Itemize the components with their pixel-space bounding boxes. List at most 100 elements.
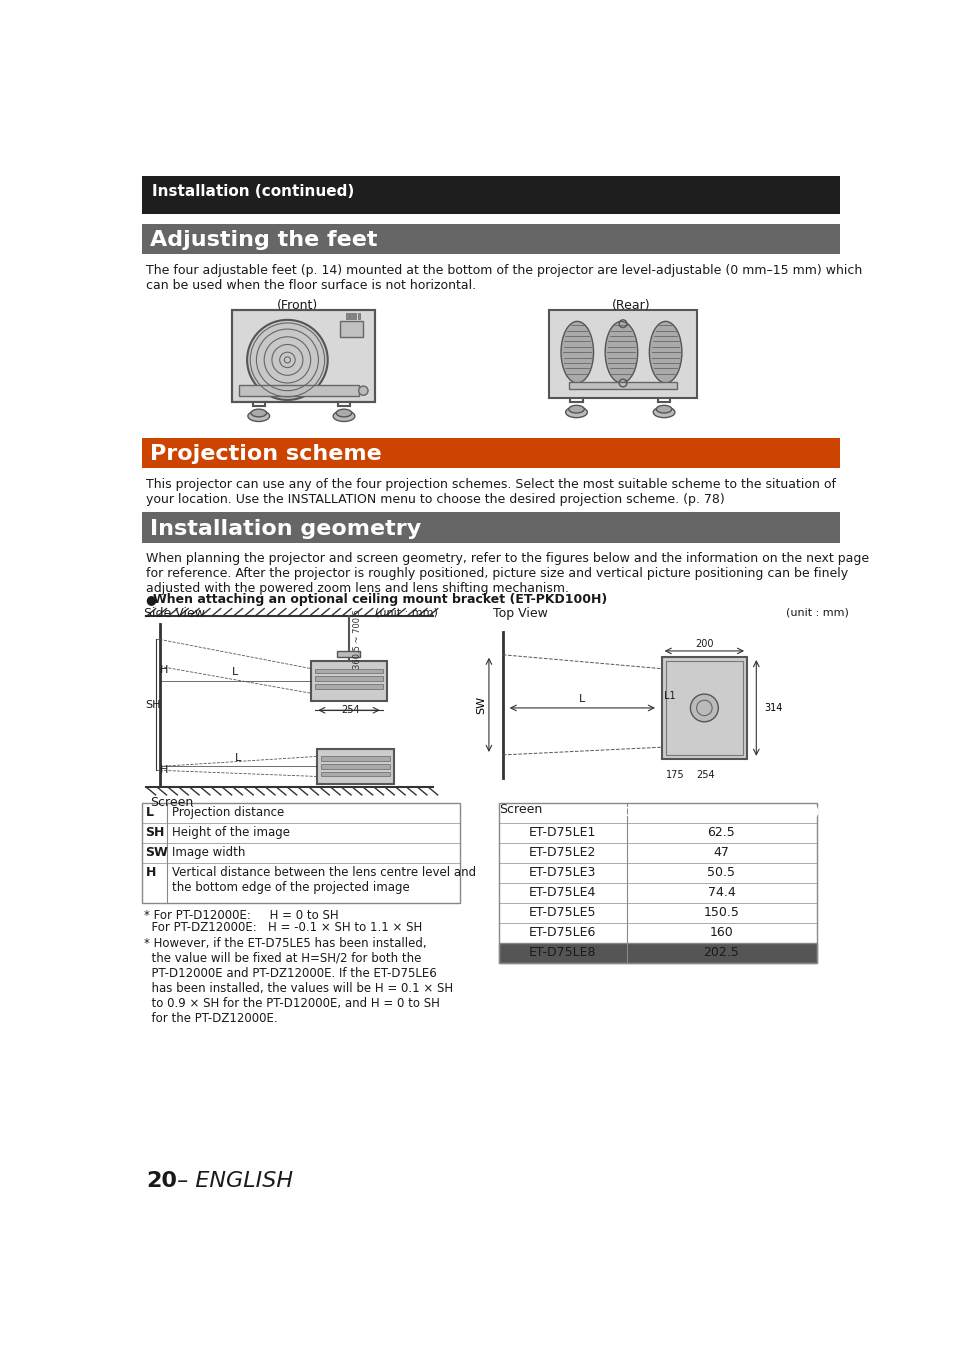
Text: L1: L1 — [663, 691, 675, 701]
Bar — [239, 385, 359, 396]
Ellipse shape — [560, 321, 593, 383]
Text: SW: SW — [146, 845, 168, 859]
Text: (Rear): (Rear) — [611, 300, 649, 312]
Bar — [142, 176, 840, 215]
Bar — [665, 662, 742, 755]
Ellipse shape — [248, 410, 270, 421]
Text: When planning the projector and screen geometry, refer to the figures below and : When planning the projector and screen g… — [146, 552, 868, 595]
Bar — [232, 310, 375, 402]
Bar — [142, 224, 840, 254]
Bar — [142, 437, 840, 468]
Text: 74.4: 74.4 — [707, 886, 735, 899]
Text: (unit : mm): (unit : mm) — [785, 608, 848, 617]
Text: 47: 47 — [713, 845, 729, 859]
Text: 50.5: 50.5 — [707, 865, 735, 879]
Text: H: H — [159, 765, 168, 775]
Text: 202.5: 202.5 — [702, 946, 739, 958]
Text: ET-D75LE6: ET-D75LE6 — [528, 926, 596, 938]
Text: (unit : mm): (unit : mm) — [375, 608, 437, 617]
Bar — [315, 668, 382, 674]
Text: 360.5 ~ 700.5: 360.5 ~ 700.5 — [353, 609, 361, 668]
Text: 254: 254 — [696, 771, 715, 780]
Bar — [498, 942, 816, 963]
Bar — [354, 313, 356, 319]
Text: H: H — [146, 865, 155, 879]
Bar — [357, 313, 360, 319]
Text: Installation geometry: Installation geometry — [150, 518, 421, 539]
Text: Top View: Top View — [493, 608, 547, 620]
Text: 160: 160 — [709, 926, 733, 938]
Bar — [315, 676, 382, 680]
Text: ●: ● — [146, 593, 161, 606]
Text: Vertical distance between the lens centre level and
the bottom edge of the proje: Vertical distance between the lens centr… — [172, 865, 476, 894]
Text: The four adjustable feet (p. 14) mounted at the bottom of the projector are leve: The four adjustable feet (p. 14) mounted… — [146, 263, 862, 292]
Text: Side View: Side View — [144, 608, 205, 620]
Ellipse shape — [565, 406, 587, 417]
Circle shape — [690, 694, 718, 722]
Bar — [320, 756, 390, 761]
Text: Image width: Image width — [172, 845, 245, 859]
Text: When attaching an optional ceiling mount bracket (ET-PKD100H): When attaching an optional ceiling mount… — [153, 593, 607, 606]
Bar — [346, 313, 348, 319]
Text: ET-D75LE3: ET-D75LE3 — [528, 865, 596, 879]
Ellipse shape — [333, 410, 355, 421]
Bar — [498, 803, 816, 963]
Text: – ENGLISH: – ENGLISH — [170, 1170, 293, 1191]
Bar — [142, 803, 459, 903]
Text: Dimension of L1 (Approx.): Dimension of L1 (Approx.) — [622, 806, 819, 819]
Ellipse shape — [251, 409, 266, 417]
Text: ET-D75LE5: ET-D75LE5 — [528, 906, 596, 919]
Text: 150.5: 150.5 — [702, 906, 739, 919]
Text: SW: SW — [476, 695, 486, 714]
Text: 254: 254 — [340, 705, 359, 716]
Bar — [311, 662, 386, 701]
Ellipse shape — [335, 409, 352, 417]
Bar — [661, 657, 746, 759]
Text: 62.5: 62.5 — [707, 826, 735, 838]
Text: ET-D75LE1: ET-D75LE1 — [528, 826, 596, 838]
Text: L: L — [234, 752, 241, 763]
Bar — [549, 310, 696, 398]
Bar — [568, 382, 677, 389]
Text: ET-D75LE8: ET-D75LE8 — [528, 946, 596, 958]
Text: Screen: Screen — [150, 796, 193, 810]
Ellipse shape — [656, 405, 671, 413]
Text: ET-D75LE2: ET-D75LE2 — [528, 845, 596, 859]
Bar — [340, 321, 363, 336]
Text: Projection distance: Projection distance — [172, 806, 284, 818]
Bar — [142, 513, 840, 543]
Text: (Front): (Front) — [276, 300, 317, 312]
Ellipse shape — [604, 321, 637, 383]
Ellipse shape — [649, 321, 681, 383]
Text: Installation (continued): Installation (continued) — [152, 184, 354, 198]
Ellipse shape — [653, 406, 674, 417]
Text: * For PT-D12000E:     H = 0 to SH: * For PT-D12000E: H = 0 to SH — [144, 909, 338, 922]
Text: 314: 314 — [763, 703, 781, 713]
Text: SH: SH — [146, 826, 165, 838]
Text: This projector can use any of the four projection schemes. Select the most suita: This projector can use any of the four p… — [146, 478, 836, 506]
Bar — [320, 772, 390, 776]
Text: H: H — [159, 666, 168, 675]
Text: ET-D75LE4: ET-D75LE4 — [528, 886, 596, 899]
Text: 20: 20 — [146, 1170, 177, 1191]
Circle shape — [247, 320, 328, 400]
Text: SH: SH — [145, 699, 160, 710]
Text: Adjusting the feet: Adjusting the feet — [150, 230, 377, 250]
Bar — [232, 310, 375, 402]
Text: L: L — [578, 694, 584, 705]
Text: For PT-DZ12000E:   H = -0.1 × SH to 1.1 × SH: For PT-DZ12000E: H = -0.1 × SH to 1.1 × … — [144, 921, 422, 934]
Text: Lens: Lens — [544, 806, 579, 819]
Bar — [336, 651, 360, 657]
Bar — [316, 749, 394, 784]
Ellipse shape — [568, 405, 583, 413]
Text: Projection scheme: Projection scheme — [150, 444, 381, 464]
Circle shape — [358, 386, 368, 396]
Text: Screen: Screen — [498, 803, 541, 815]
Text: L: L — [233, 667, 238, 678]
Text: L: L — [146, 806, 153, 818]
Bar — [315, 684, 382, 688]
Text: * However, if the ET-D75LE5 has been installed,
  the value will be fixed at H=S: * However, if the ET-D75LE5 has been ins… — [144, 937, 453, 1025]
Bar — [320, 764, 390, 768]
Text: 175: 175 — [665, 771, 683, 780]
Text: 200: 200 — [695, 640, 713, 649]
